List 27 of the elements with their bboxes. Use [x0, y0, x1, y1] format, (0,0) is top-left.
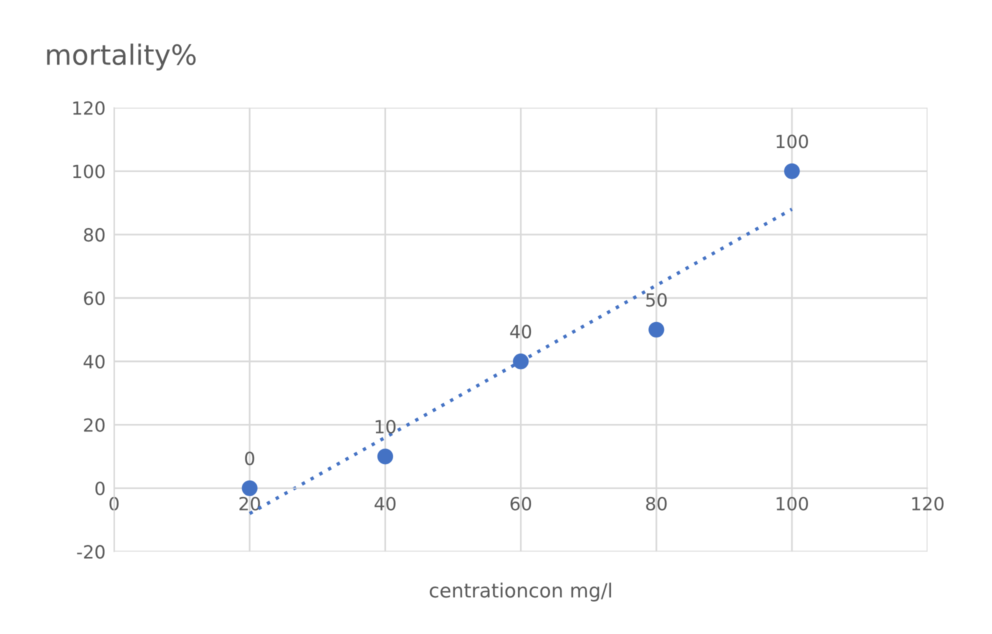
- x-tick-label: 100: [776, 496, 808, 510]
- x-tick-label: 60: [510, 496, 532, 510]
- data-label: 40: [510, 324, 532, 338]
- y-tick-label: 20: [84, 418, 105, 432]
- y-tick-label: 80: [84, 228, 105, 242]
- data-label: 100: [776, 134, 808, 148]
- y-tick-label: 60: [84, 291, 105, 306]
- point: [512, 354, 529, 370]
- x-tick-label: 120: [912, 496, 944, 510]
- y-tick-label: 120: [73, 101, 105, 115]
- data-label: 50: [646, 293, 667, 307]
- y-tick-label: 100: [73, 164, 105, 178]
- data-label: 10: [376, 420, 396, 434]
- point: [648, 322, 664, 338]
- y-tick-label: -20: [77, 545, 105, 559]
- y-tick-label: 0: [95, 482, 105, 496]
- point: [242, 480, 258, 496]
- x-axis-title: centrationcon mg/l: [430, 582, 612, 602]
- chart-title: mortality%: [47, 44, 196, 70]
- x-tick-label: 0: [110, 496, 119, 510]
- x-tick-label: 40: [374, 496, 396, 510]
- data-label: 0: [245, 452, 254, 466]
- point: [377, 448, 394, 464]
- x-tick-label: 20: [239, 496, 260, 510]
- point: [784, 163, 800, 180]
- y-tick-label: 40: [84, 354, 105, 368]
- x-tick-label: 80: [646, 496, 667, 510]
